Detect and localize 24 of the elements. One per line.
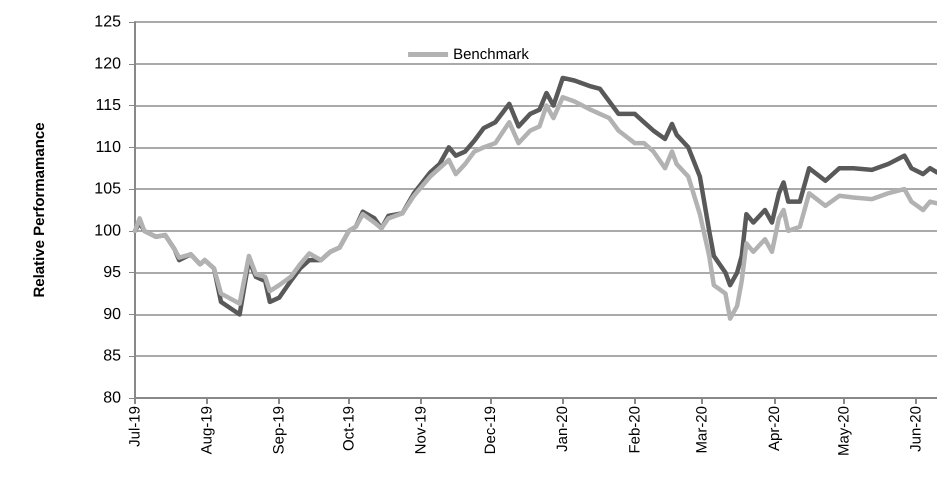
legend-label: Benchmark — [453, 46, 530, 63]
x-tick-label: Oct-19 — [340, 406, 358, 452]
y-tick-label: 105 — [94, 180, 122, 198]
x-tick-label: Jul-19 — [126, 406, 144, 447]
x-tick-label: Nov-19 — [412, 406, 430, 454]
x-tick-label: Apr-20 — [766, 406, 783, 452]
x-tick-label: May-20 — [836, 406, 853, 456]
x-tick-label: Mar-20 — [694, 406, 711, 454]
x-tick-label: Dec-19 — [482, 406, 500, 454]
y-tick-label: 80 — [103, 390, 122, 406]
y-tick-label: 110 — [95, 138, 122, 156]
y-tick-label: 95 — [103, 264, 122, 282]
y-tick-label: 120 — [94, 55, 122, 72]
x-tick-label: Aug-19 — [198, 406, 216, 454]
y-tick-label: 90 — [103, 306, 122, 323]
y-tick-label: 115 — [95, 97, 122, 114]
x-tick-label: Feb-20 — [626, 406, 644, 454]
y-axis-title: Relative Performamance — [31, 122, 48, 298]
y-tick-label: 100 — [94, 222, 122, 240]
y-tick-label: 125 — [94, 14, 122, 30]
y-tick-label: 85 — [103, 348, 122, 365]
x-tick-label: Sep-19 — [270, 406, 288, 454]
x-tick-label: Jun-20 — [908, 406, 925, 452]
x-tick-label: Jan-20 — [554, 406, 572, 452]
